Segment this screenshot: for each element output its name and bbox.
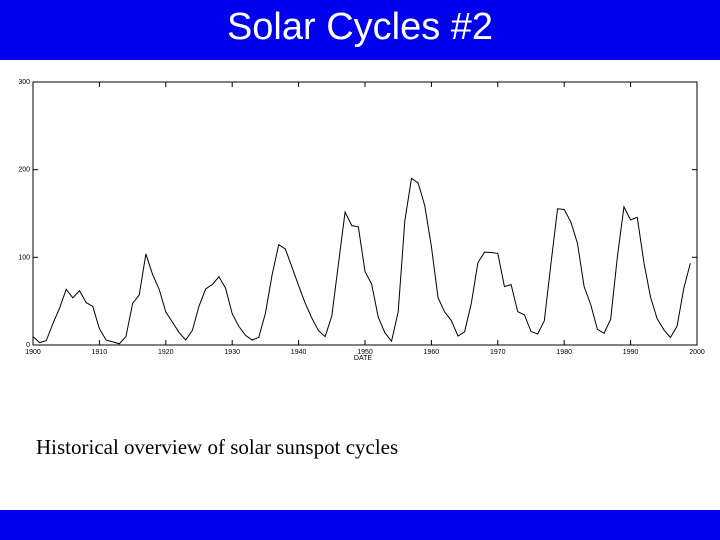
- y-tick-label: 200: [18, 167, 30, 174]
- caption: Historical overview of solar sunspot cyc…: [36, 435, 399, 459]
- footer-bar: [0, 510, 720, 540]
- x-tick-label: 1990: [623, 349, 639, 356]
- x-tick-label: 1910: [92, 349, 108, 356]
- data-line: [32, 177, 691, 345]
- header-bar: [0, 0, 720, 60]
- x-tick-label: 1900: [25, 349, 41, 356]
- x-tick-label: 2000: [689, 349, 705, 356]
- y-tick-label: 0: [26, 342, 30, 349]
- y-tick-label: 300: [18, 79, 30, 86]
- x-axis-label: DATE: [354, 355, 372, 362]
- x-tick-label: 1970: [490, 349, 506, 356]
- y-tick-label: 100: [18, 254, 30, 261]
- x-tick-label: 1930: [224, 349, 240, 356]
- x-tick-label: 1960: [424, 349, 440, 356]
- x-tick-label: 1920: [158, 349, 174, 356]
- chart: DATE 0 100 200 300 1900 1910 1920 1930 1940 1950 1…: [18, 79, 705, 362]
- x-tick-label: 1940: [291, 349, 307, 356]
- x-tick-label: 1950: [357, 349, 373, 356]
- slide-title: Solar Cycles #2: [226, 6, 494, 48]
- x-tick-label: 1980: [556, 349, 572, 356]
